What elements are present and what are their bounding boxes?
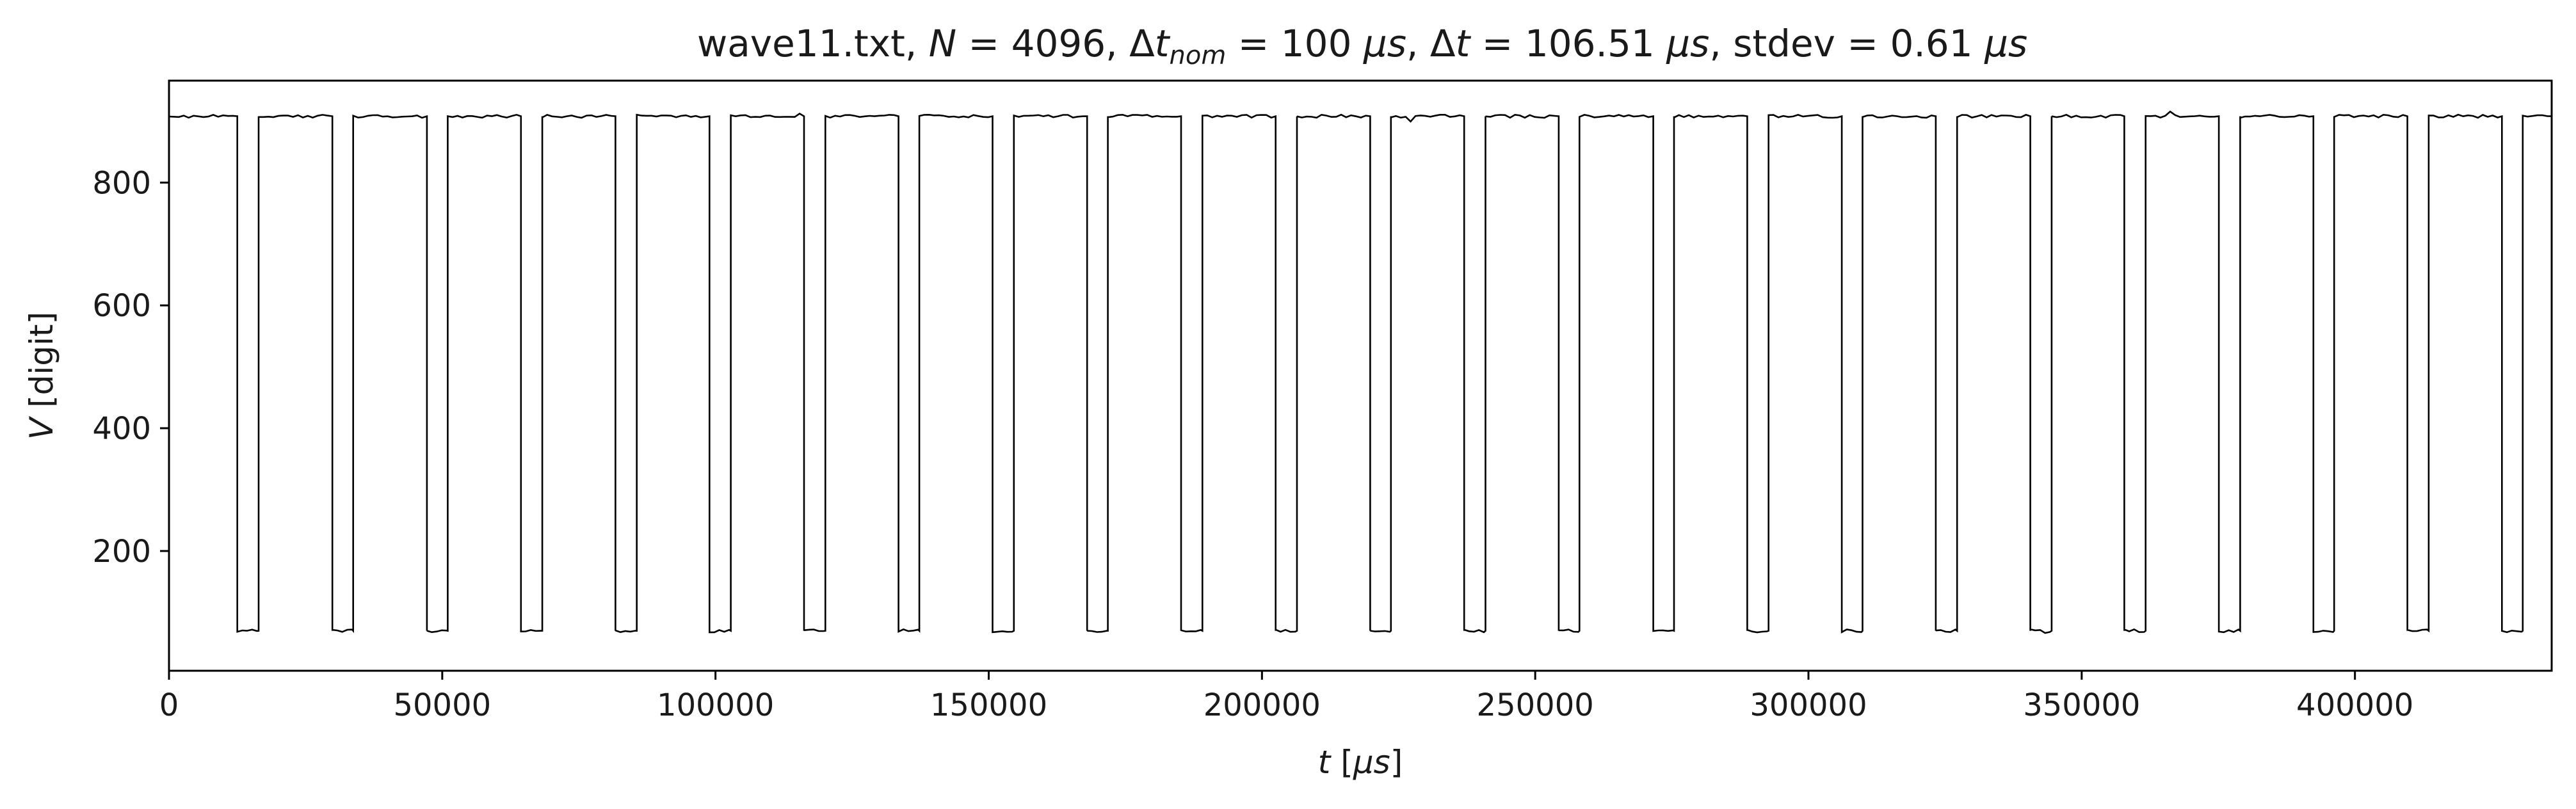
x-axis-label: t [μs]: [1318, 744, 1403, 781]
x-tick-label: 150000: [930, 687, 1047, 723]
series-line: [168, 110, 2552, 634]
x-tick-label: 250000: [1477, 687, 1594, 723]
y-axis-ticks: 200 400 600 800: [92, 165, 169, 570]
series-layer: [168, 110, 2552, 634]
x-tick-label: 300000: [1750, 687, 1867, 723]
x-tick-label: 100000: [657, 687, 774, 723]
x-tick-label: 0: [159, 687, 179, 723]
chart-title: wave11.txt, N = 4096, Δtnom = 100 μs, Δt…: [697, 22, 2027, 70]
plot-frame: [168, 79, 2553, 672]
y-axis-label: V [digit]: [23, 312, 60, 440]
x-tick-label: 400000: [2296, 687, 2413, 723]
x-tick-label: 350000: [2023, 687, 2140, 723]
x-tick-label: 50000: [393, 687, 491, 723]
x-tick-label: 200000: [1203, 687, 1321, 723]
y-tick-label: 600: [92, 288, 151, 324]
y-tick-label: 400: [92, 411, 151, 447]
y-tick-label: 200: [92, 534, 151, 570]
y-tick-label: 800: [92, 165, 151, 201]
x-axis-ticks: 0 50000 100000 150000 200000 250000 300000 3500…: [159, 671, 2413, 723]
